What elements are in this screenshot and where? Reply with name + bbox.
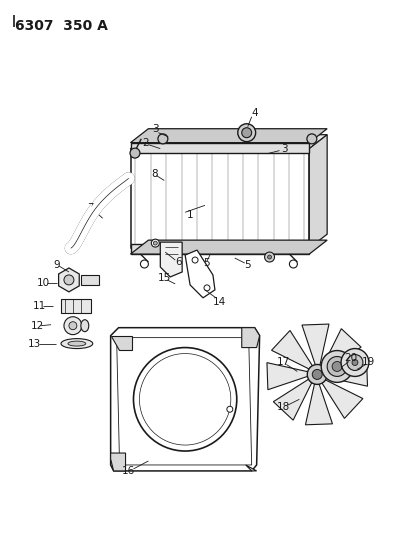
- Text: 3: 3: [152, 124, 159, 134]
- Circle shape: [64, 275, 74, 285]
- Polygon shape: [131, 129, 327, 143]
- Circle shape: [64, 317, 82, 335]
- Text: 12: 12: [31, 321, 44, 330]
- Ellipse shape: [81, 320, 89, 332]
- Circle shape: [151, 239, 159, 247]
- Polygon shape: [131, 135, 327, 149]
- Circle shape: [341, 349, 369, 376]
- Polygon shape: [302, 324, 329, 365]
- Circle shape: [69, 322, 77, 330]
- Text: 10: 10: [37, 278, 50, 288]
- Polygon shape: [111, 336, 133, 350]
- Polygon shape: [323, 329, 361, 369]
- Text: 17: 17: [277, 357, 290, 367]
- Circle shape: [332, 361, 342, 372]
- Bar: [81, 275, 99, 285]
- Bar: [131, 244, 309, 254]
- Text: 5: 5: [244, 260, 251, 270]
- Text: 18: 18: [277, 402, 290, 412]
- Text: 5: 5: [204, 258, 210, 268]
- Circle shape: [238, 124, 256, 142]
- Polygon shape: [131, 240, 327, 254]
- Text: 4: 4: [251, 108, 258, 118]
- Polygon shape: [185, 250, 215, 298]
- Circle shape: [268, 255, 272, 259]
- Polygon shape: [246, 465, 257, 471]
- Polygon shape: [59, 268, 79, 292]
- Text: 20: 20: [344, 352, 357, 362]
- Text: 15: 15: [157, 273, 171, 283]
- Text: 11: 11: [33, 301, 46, 311]
- Text: 3: 3: [281, 143, 288, 154]
- Polygon shape: [111, 453, 126, 471]
- Polygon shape: [242, 328, 259, 348]
- Text: 7: 7: [87, 203, 94, 213]
- Polygon shape: [267, 362, 308, 390]
- Text: 8: 8: [151, 169, 157, 180]
- Circle shape: [352, 360, 358, 366]
- Polygon shape: [309, 135, 327, 248]
- Circle shape: [264, 252, 275, 262]
- Polygon shape: [322, 380, 363, 418]
- Text: 14: 14: [213, 297, 226, 307]
- Text: 2: 2: [142, 138, 149, 148]
- Bar: [61, 299, 91, 313]
- Circle shape: [130, 148, 140, 158]
- Text: 1: 1: [187, 210, 193, 220]
- Circle shape: [140, 260, 149, 268]
- Circle shape: [204, 285, 210, 291]
- Polygon shape: [273, 379, 312, 420]
- Text: 16: 16: [122, 466, 135, 476]
- Ellipse shape: [61, 338, 93, 349]
- Text: 6: 6: [175, 257, 182, 267]
- Circle shape: [327, 357, 347, 376]
- Circle shape: [192, 257, 198, 263]
- Circle shape: [347, 354, 363, 370]
- Circle shape: [165, 252, 175, 262]
- Circle shape: [158, 134, 168, 144]
- Polygon shape: [327, 359, 368, 386]
- Bar: [131, 149, 309, 248]
- Circle shape: [168, 255, 172, 259]
- Text: 9: 9: [54, 260, 60, 270]
- Ellipse shape: [68, 341, 86, 346]
- Text: 6307  350 A: 6307 350 A: [15, 19, 108, 33]
- Circle shape: [289, 260, 297, 268]
- Polygon shape: [272, 330, 313, 369]
- Polygon shape: [160, 242, 182, 277]
- Bar: [131, 143, 309, 152]
- Polygon shape: [306, 384, 333, 425]
- Text: 19: 19: [362, 357, 375, 367]
- Circle shape: [227, 406, 233, 412]
- Circle shape: [321, 351, 353, 382]
- Polygon shape: [111, 328, 259, 471]
- Text: 13: 13: [27, 338, 41, 349]
- Circle shape: [307, 134, 317, 144]
- Circle shape: [307, 365, 327, 384]
- Circle shape: [242, 128, 252, 138]
- Circle shape: [153, 241, 157, 245]
- Circle shape: [312, 369, 322, 379]
- Circle shape: [133, 348, 237, 451]
